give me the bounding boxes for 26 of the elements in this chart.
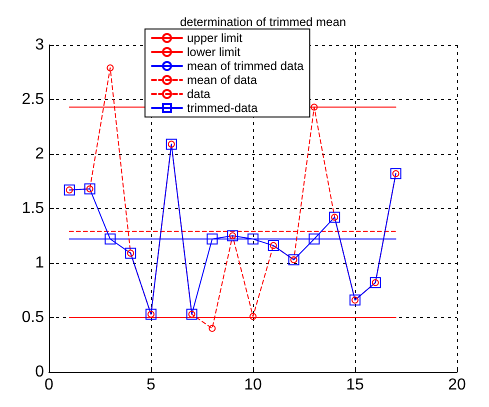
y-tick-label: 3 <box>35 36 44 54</box>
legend-label: upper limit <box>187 31 244 45</box>
y-tick-label: 0 <box>35 364 44 380</box>
legend-label: mean of data <box>187 73 258 87</box>
point <box>106 64 114 72</box>
legend-label: data <box>187 87 211 101</box>
y-tick-label: 1.5 <box>22 200 44 217</box>
point <box>208 324 216 332</box>
legend-label: lower limit <box>187 45 242 59</box>
y-tick-label: 2.5 <box>22 91 44 108</box>
x-tick-label: 10 <box>244 376 262 394</box>
point <box>206 234 218 245</box>
point <box>310 104 318 111</box>
x-tick-label: 20 <box>448 376 466 394</box>
point <box>308 234 320 245</box>
point <box>248 234 258 245</box>
legend-label: trimmed-data <box>187 101 258 115</box>
y-tick-label: 2 <box>35 146 44 162</box>
y-tick-label: 1 <box>35 254 44 272</box>
chart-title: determination of trimmed mean <box>180 15 346 29</box>
x-tick-label: 15 <box>346 376 364 394</box>
x-tick-label: 5 <box>146 376 156 394</box>
legend-label: mean of trimmed data <box>187 59 304 73</box>
point <box>104 234 116 245</box>
point <box>250 312 256 320</box>
y-tick-label: 0.5 <box>22 309 44 326</box>
